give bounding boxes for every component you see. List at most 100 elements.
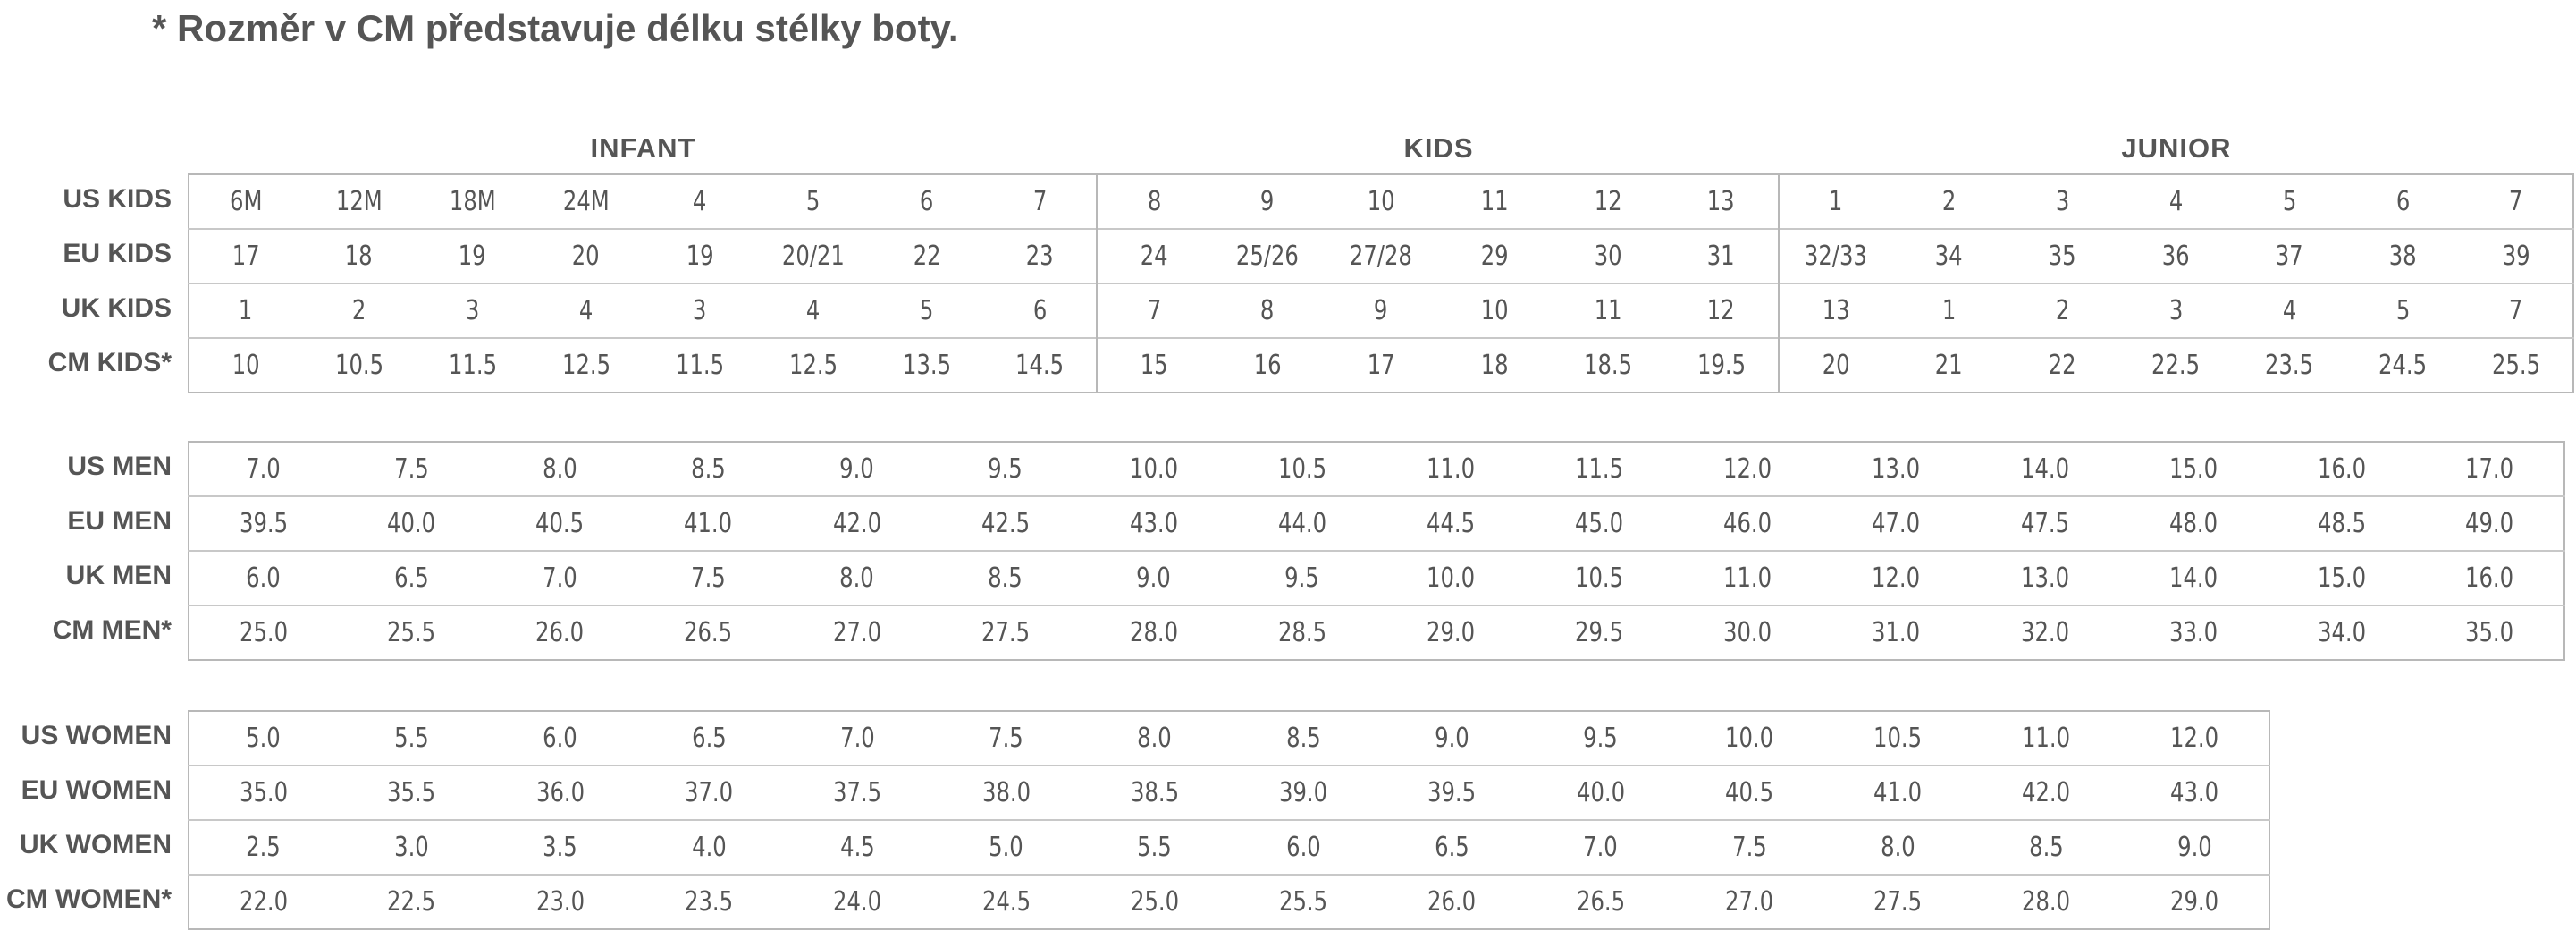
size-value: 32/33: [1804, 241, 1867, 272]
size-cell: 24.0: [783, 874, 932, 929]
size-value: 10: [232, 350, 260, 381]
size-cell: 34: [1891, 228, 2006, 283]
size-cell: 12.0: [2121, 711, 2269, 766]
size-cell: 2.5: [189, 819, 338, 875]
size-value: 41.0: [684, 508, 733, 539]
size-cell: 11.0: [1972, 711, 2120, 766]
size-cell: 27.0: [782, 605, 931, 660]
size-cell: 7.0: [485, 550, 635, 605]
size-value: 38.0: [981, 777, 1031, 808]
group-header-infant: INFANT: [590, 132, 696, 164]
size-value: 9: [1260, 186, 1275, 217]
size-cell: 28.5: [1227, 605, 1376, 660]
size-value: 6.0: [1285, 832, 1321, 863]
size-value: 8.0: [1880, 832, 1915, 863]
table-row: 6M 12M 18M 24M 4 5 6 7 8 9 10 11 12 13 1 2 3 4 5 6 7: [189, 174, 2573, 229]
size-cell: 17: [189, 228, 303, 283]
size-value: 13.0: [2020, 563, 2069, 594]
size-value: 8: [1260, 295, 1275, 326]
size-value: 30.0: [1723, 617, 1772, 648]
size-cell: 39.5: [1377, 765, 1527, 820]
size-cell: 6.0: [189, 550, 338, 605]
size-value: 24.5: [981, 886, 1031, 918]
size-cell: 29: [1437, 228, 1552, 283]
size-value: 40.0: [387, 508, 436, 539]
size-cell: 5.5: [1080, 819, 1229, 875]
table-row: 10 10.5 11.5 12.5 11.5 12.5 13.5 14.5 15 16 17 18 18…: [189, 337, 2573, 393]
size-value: 5: [2395, 295, 2411, 326]
size-cell: 43.0: [2120, 765, 2269, 820]
size-value: 7.0: [543, 563, 577, 594]
size-cell: 25.0: [189, 605, 338, 660]
size-cell: 7: [983, 174, 1097, 229]
size-cell: 7.0: [189, 442, 337, 496]
size-cell: 3.5: [485, 819, 635, 875]
size-value: 2.5: [246, 832, 281, 863]
size-value: 28.0: [2022, 886, 2071, 918]
size-value: 10: [1480, 295, 1509, 326]
size-cell: 1: [1891, 283, 2006, 338]
size-value: 8: [1147, 186, 1162, 217]
size-cell: 1: [1777, 174, 1892, 229]
size-cell: 23.5: [2232, 337, 2346, 393]
table-row: 5.0 5.5 6.0 6.5 7.0 7.5 8.0 8.5 9.0 9.5 10.0 10.5 11…: [189, 711, 2269, 766]
size-value: 34.0: [2317, 617, 2366, 648]
size-value: 23.5: [2265, 350, 2314, 381]
size-cell: 6M: [189, 174, 302, 229]
size-value: 22.0: [239, 886, 288, 918]
size-cell: 47.5: [1970, 495, 2119, 551]
size-value: 26.5: [1576, 886, 1625, 918]
size-cell: 42.0: [782, 495, 931, 551]
size-value: 9.0: [2177, 832, 2212, 863]
size-value: 12.0: [2170, 723, 2219, 754]
size-value: 39.5: [1427, 777, 1477, 808]
row-label: UK MEN: [65, 561, 172, 590]
size-cell: 24: [1096, 228, 1211, 283]
size-value: 2: [351, 295, 366, 326]
size-cell: 16.0: [2415, 550, 2564, 605]
size-cell: 22.0: [189, 874, 338, 929]
size-cell: 6: [2346, 174, 2460, 229]
size-value: 14.5: [1015, 350, 1065, 381]
size-cell: 9.5: [1227, 550, 1376, 605]
size-value: 33.0: [2168, 617, 2218, 648]
size-cell: 31: [1664, 228, 1779, 283]
size-cell: 22: [870, 228, 984, 283]
size-value: 13.5: [902, 350, 951, 381]
size-cell: 36: [2118, 228, 2233, 283]
size-cell: 10: [1437, 283, 1552, 338]
size-cell: 26.0: [485, 605, 635, 660]
size-value: 23: [1025, 241, 1054, 272]
size-value: 25.5: [387, 617, 436, 648]
size-cell: 8.5: [634, 442, 782, 496]
size-value: 12.0: [1723, 453, 1772, 485]
size-cell: 41.0: [1823, 765, 1973, 820]
size-cell: 11.5: [416, 337, 530, 393]
size-cell: 11: [1551, 283, 1665, 338]
size-value: 1: [1941, 295, 1956, 326]
size-cell: 46.0: [1673, 495, 1823, 551]
size-cell: 28.0: [1972, 874, 2121, 929]
size-value: 18: [1480, 350, 1509, 381]
size-value: 7.5: [393, 453, 429, 485]
size-value: 19: [686, 241, 714, 272]
size-value: 42.5: [981, 508, 1030, 539]
size-cell: 21: [1891, 337, 2006, 393]
size-value: 13.0: [1872, 453, 1921, 485]
size-cell: 24M: [529, 174, 643, 229]
size-value: 9.5: [988, 453, 1023, 485]
size-cell: 34.0: [2267, 605, 2416, 660]
size-value: 36.0: [535, 777, 585, 808]
size-value: 5.0: [246, 723, 281, 754]
size-cell: 35.5: [337, 765, 486, 820]
size-value: 26.5: [684, 617, 733, 648]
size-value: 3: [692, 295, 707, 326]
size-value: 18.5: [1584, 350, 1633, 381]
size-cell: 36.0: [485, 765, 635, 820]
size-value: 46.0: [1723, 508, 1772, 539]
size-cell: 48.0: [2118, 495, 2268, 551]
table-row: 39.5 40.0 40.5 41.0 42.0 42.5 43.0 44.0 44.5 45.0…: [189, 495, 2564, 551]
size-cell: 12: [1552, 174, 1665, 229]
size-cell: 7.5: [931, 711, 1080, 766]
size-cell: 25/26: [1210, 228, 1325, 283]
